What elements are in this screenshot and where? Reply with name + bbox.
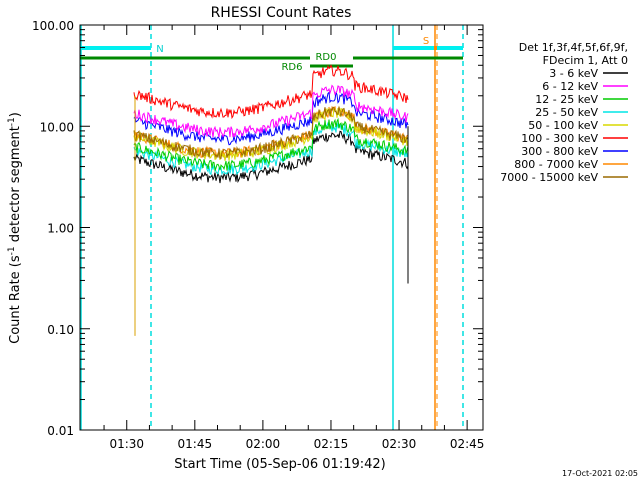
y-tick-label: 0.10 [47,323,74,337]
legend-entry-label: 6 - 12 keV [542,80,598,93]
legend-entry-label: 300 - 800 keV [521,145,598,158]
rd0-label: RD0 [315,52,336,63]
legend-entry-label: 800 - 7000 keV [514,158,598,171]
legend-entry-label: 100 - 300 keV [521,132,598,145]
series-line [133,84,409,138]
night-label: N [156,44,163,55]
y-tick-label: 1.00 [47,222,74,236]
series-line [133,91,409,146]
y-tick-label: 100.00 [32,19,74,33]
x-tick-label: 01:30 [109,437,144,451]
x-tick-label: 02:00 [246,437,281,451]
x-tick-label: 01:45 [178,437,213,451]
footer-date: 17-Oct-2021 02:05 [562,469,638,478]
x-axis-label: Start Time (05-Sep-06 01:19:42) [174,457,385,472]
series-line [133,130,409,184]
x-tick-label: 02:15 [314,437,349,451]
series-line [133,117,409,173]
x-tick-label: 02:30 [382,437,417,451]
y-tick-label: 0.01 [47,424,74,438]
plot-frame [79,24,484,431]
rd6-label: RD6 [281,62,302,73]
series-line [133,64,409,120]
legend-header-1: Det 1f,3f,4f,5f,6f,9f, [519,41,628,54]
legend-entry-label: 12 - 25 keV [535,93,598,106]
x-axis: 01:30 01:45 02:00 02:15 02:30 02:45 [103,25,485,451]
y-axis-label: Count Rate (s-1 detector segment-1) [7,112,23,344]
plot-area: N S RD0 RD6 [80,25,464,430]
chart-title: RHESSI Count Rates [211,5,352,21]
series-line [133,107,409,161]
legend-header-2: FDecim 1, Att 0 [543,54,628,67]
x-tick-label: 02:45 [450,437,485,451]
saa-label: S [423,36,429,47]
legend-entry-label: 50 - 100 keV [528,119,598,132]
y-axis: 100.00 10.00 1.00 0.10 0.01 [32,19,483,438]
series-line [133,106,409,159]
legend: Det 1f,3f,4f,5f,6f,9f, FDecim 1, Att 0 3… [500,41,628,184]
legend-entry-label: 3 - 6 keV [549,67,598,80]
legend-entry-label: 25 - 50 keV [535,106,598,119]
legend-entry-label: 7000 - 15000 keV [500,171,598,184]
y-tick-label: 10.00 [40,120,74,134]
